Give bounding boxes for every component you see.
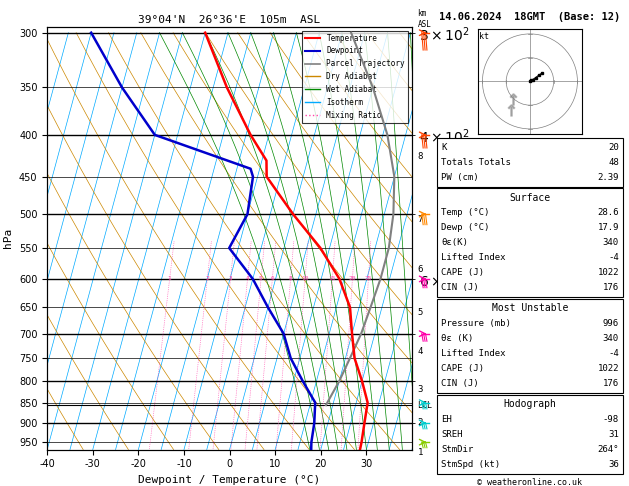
Text: -4: -4 bbox=[608, 349, 619, 358]
Text: StmDir: StmDir bbox=[441, 445, 473, 454]
Text: km
ASL: km ASL bbox=[418, 9, 431, 29]
Text: 36: 36 bbox=[608, 460, 619, 469]
Text: 8: 8 bbox=[289, 277, 292, 281]
Text: -98: -98 bbox=[603, 415, 619, 424]
Text: 17.9: 17.9 bbox=[598, 223, 619, 232]
Text: 5: 5 bbox=[418, 308, 423, 317]
Text: Lifted Index: Lifted Index bbox=[441, 349, 506, 358]
Text: CAPE (J): CAPE (J) bbox=[441, 364, 484, 373]
Text: © weatheronline.co.uk: © weatheronline.co.uk bbox=[477, 478, 582, 486]
Text: Temp (°C): Temp (°C) bbox=[441, 208, 489, 217]
Text: 3: 3 bbox=[418, 385, 423, 394]
Text: θε(K): θε(K) bbox=[441, 238, 468, 247]
Text: 2.39: 2.39 bbox=[598, 173, 619, 182]
Text: 20: 20 bbox=[608, 142, 619, 152]
Text: 1022: 1022 bbox=[598, 268, 619, 278]
Text: 176: 176 bbox=[603, 283, 619, 293]
Text: 4: 4 bbox=[418, 347, 423, 356]
Text: 8: 8 bbox=[418, 152, 423, 161]
Text: Dewp (°C): Dewp (°C) bbox=[441, 223, 489, 232]
Text: 20: 20 bbox=[348, 277, 356, 281]
Text: 1022: 1022 bbox=[598, 364, 619, 373]
Text: Surface: Surface bbox=[509, 192, 550, 203]
Text: SREH: SREH bbox=[441, 430, 462, 439]
Text: 996: 996 bbox=[603, 319, 619, 328]
Text: K: K bbox=[441, 142, 447, 152]
Text: LCL: LCL bbox=[418, 400, 433, 410]
Text: 1: 1 bbox=[168, 277, 171, 281]
Text: 340: 340 bbox=[603, 238, 619, 247]
Text: 15: 15 bbox=[328, 277, 336, 281]
Text: 6: 6 bbox=[270, 277, 274, 281]
Text: 2: 2 bbox=[418, 418, 423, 428]
Text: CIN (J): CIN (J) bbox=[441, 379, 479, 388]
Text: 1: 1 bbox=[418, 448, 423, 457]
X-axis label: Dewpoint / Temperature (°C): Dewpoint / Temperature (°C) bbox=[138, 475, 321, 485]
Text: PW (cm): PW (cm) bbox=[441, 173, 479, 182]
Text: -4: -4 bbox=[608, 253, 619, 262]
Text: 28.6: 28.6 bbox=[598, 208, 619, 217]
Text: Mixing Ratio (g/kg): Mixing Ratio (g/kg) bbox=[437, 191, 446, 286]
Text: Lifted Index: Lifted Index bbox=[441, 253, 506, 262]
Text: Most Unstable: Most Unstable bbox=[492, 303, 568, 313]
Text: 6: 6 bbox=[418, 265, 423, 274]
Text: 10: 10 bbox=[301, 277, 309, 281]
Text: CAPE (J): CAPE (J) bbox=[441, 268, 484, 278]
Text: EH: EH bbox=[441, 415, 452, 424]
Text: 31: 31 bbox=[608, 430, 619, 439]
Text: 176: 176 bbox=[603, 379, 619, 388]
Text: 7: 7 bbox=[418, 215, 423, 225]
Text: Totals Totals: Totals Totals bbox=[441, 157, 511, 167]
Text: θε (K): θε (K) bbox=[441, 334, 473, 343]
Text: 14.06.2024  18GMT  (Base: 12): 14.06.2024 18GMT (Base: 12) bbox=[439, 12, 621, 22]
Text: 25: 25 bbox=[364, 277, 372, 281]
Text: 48: 48 bbox=[608, 157, 619, 167]
Text: 2: 2 bbox=[205, 277, 209, 281]
Text: StmSpd (kt): StmSpd (kt) bbox=[441, 460, 500, 469]
Text: Pressure (mb): Pressure (mb) bbox=[441, 319, 511, 328]
Text: 5: 5 bbox=[259, 277, 263, 281]
Text: CIN (J): CIN (J) bbox=[441, 283, 479, 293]
Text: 3: 3 bbox=[228, 277, 232, 281]
Text: 340: 340 bbox=[603, 334, 619, 343]
Title: 39°04'N  26°36'E  105m  ASL: 39°04'N 26°36'E 105m ASL bbox=[138, 15, 321, 25]
Y-axis label: hPa: hPa bbox=[3, 228, 13, 248]
Legend: Temperature, Dewpoint, Parcel Trajectory, Dry Adiabat, Wet Adiabat, Isotherm, Mi: Temperature, Dewpoint, Parcel Trajectory… bbox=[302, 31, 408, 122]
Text: Hodograph: Hodograph bbox=[503, 399, 557, 409]
Text: kt: kt bbox=[479, 32, 489, 41]
Text: 4: 4 bbox=[245, 277, 249, 281]
Text: 264°: 264° bbox=[598, 445, 619, 454]
